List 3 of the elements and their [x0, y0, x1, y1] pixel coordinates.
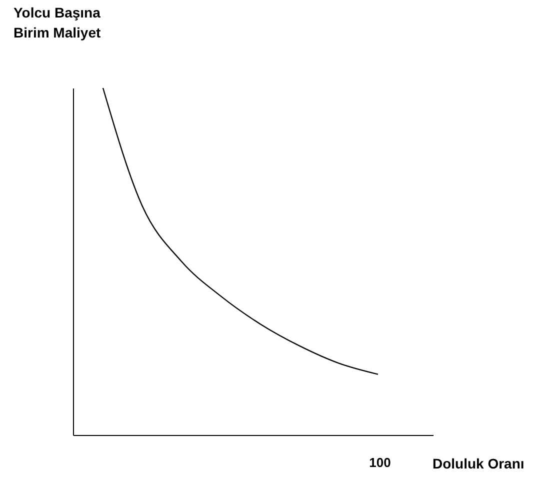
text: 100: [369, 455, 391, 470]
x-axis-title: Doluluk Oranı: [432, 456, 524, 472]
y-axis-title: Yolcu Başına Birim Maliyet: [14, 4, 101, 40]
